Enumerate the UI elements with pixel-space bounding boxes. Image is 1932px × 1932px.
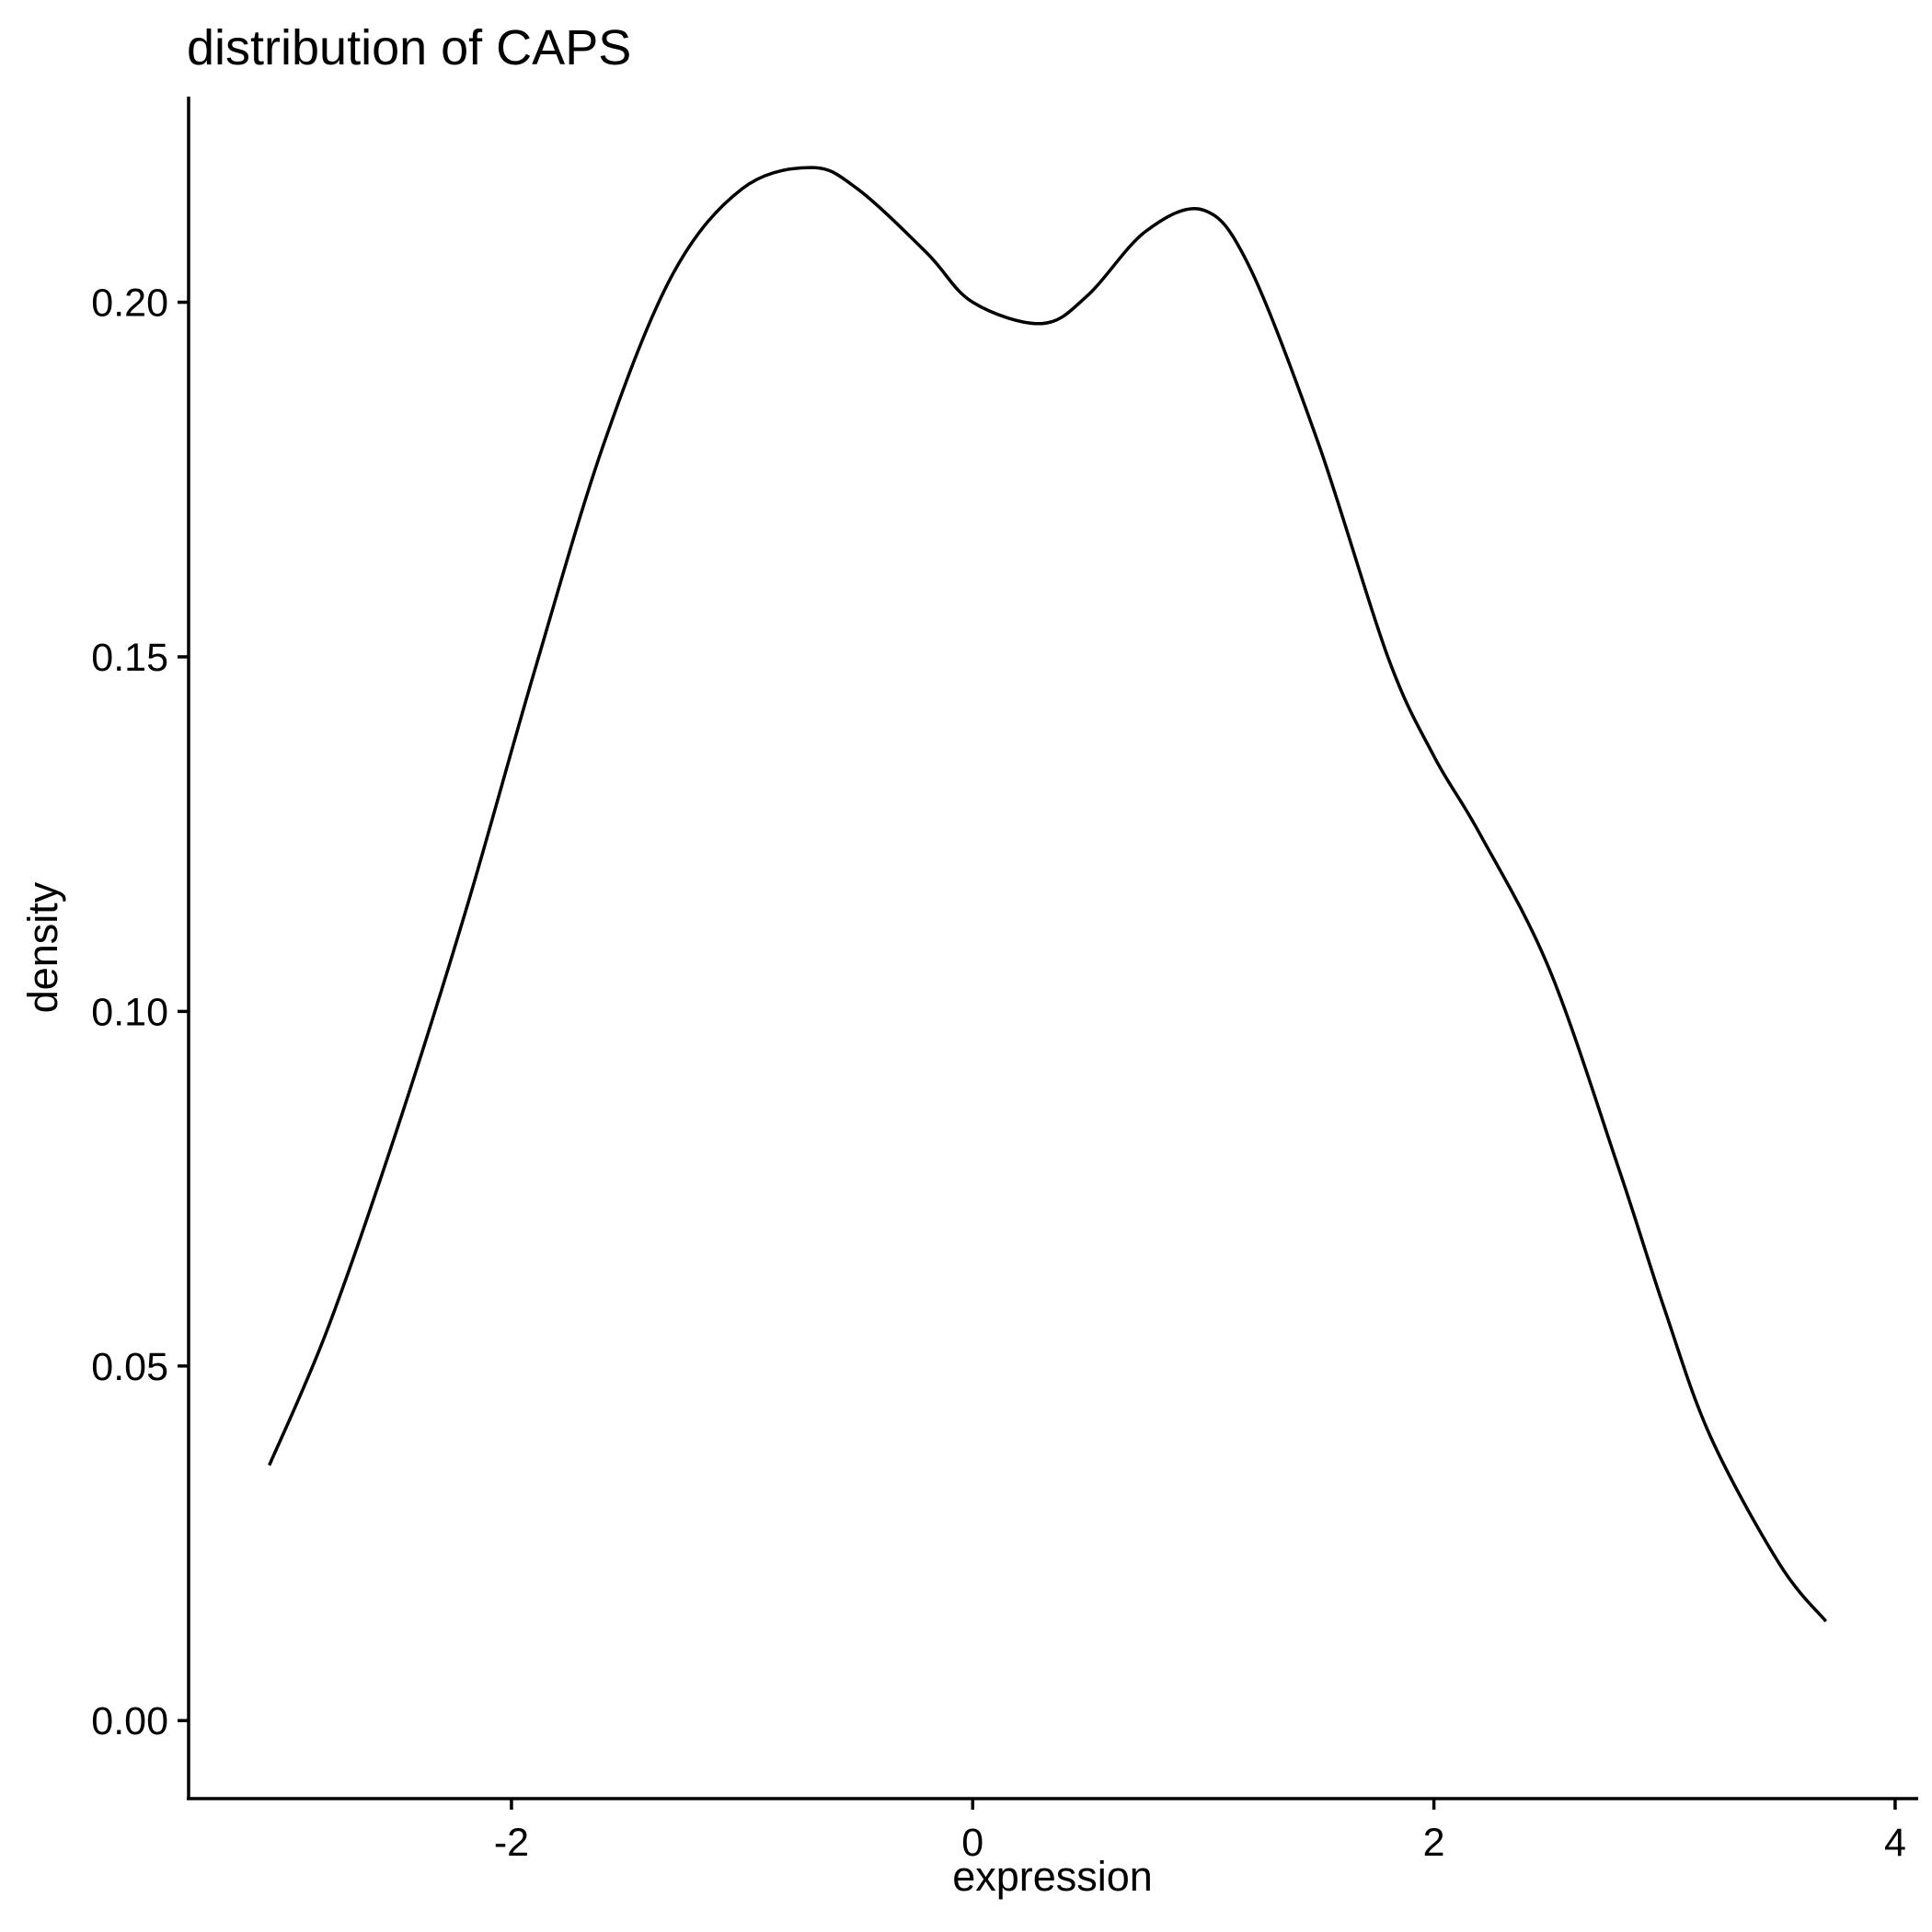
- x-axis-ticks: -2 0 2 4: [494, 1799, 1906, 1865]
- y-tick-label: 0.05: [91, 1345, 168, 1389]
- x-tick-label: 0: [961, 1821, 983, 1865]
- x-tick-label: 4: [1884, 1821, 1906, 1865]
- y-axis-title: density: [19, 881, 66, 1013]
- y-tick-label: 0.20: [91, 282, 168, 326]
- density-line: [268, 166, 1828, 1623]
- x-tick-label: 2: [1423, 1821, 1445, 1865]
- x-axis-title: expression: [952, 1853, 1153, 1900]
- x-tick-label: -2: [494, 1821, 529, 1865]
- y-tick-label: 0.15: [91, 636, 168, 680]
- y-axis-ticks: 0.00 0.05 0.10 0.15 0.20: [91, 282, 189, 1743]
- chart-title: distribution of CAPS: [187, 20, 631, 75]
- y-tick-label: 0.00: [91, 1699, 168, 1743]
- y-tick-label: 0.10: [91, 990, 168, 1034]
